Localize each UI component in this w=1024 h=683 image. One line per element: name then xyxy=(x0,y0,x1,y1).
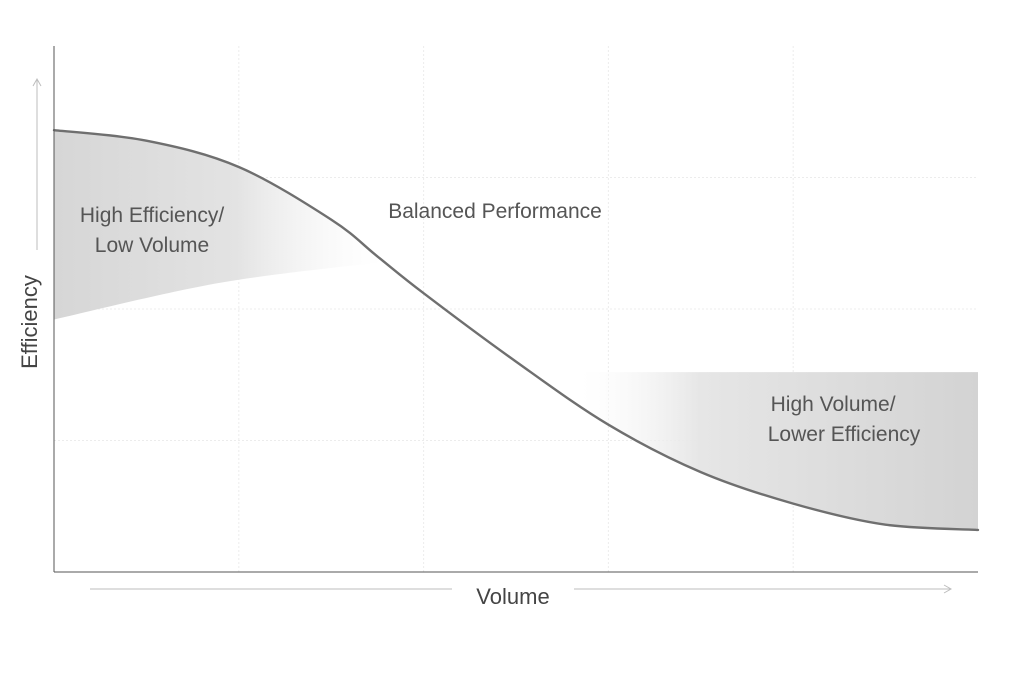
band-high-volume-lower-efficiency xyxy=(580,372,978,530)
band-label-high-volume-lower-efficiency: High Volume/ Lower Efficiency xyxy=(768,393,921,446)
y-axis-label: Efficiency xyxy=(17,275,42,369)
band-label-high-efficiency-low-volume: High Efficiency/ Low Volume xyxy=(80,204,230,257)
annotation-balanced-performance: Balanced Performance xyxy=(388,200,602,223)
y-axis-arrow xyxy=(32,77,42,250)
band-label-line: Low Volume xyxy=(95,234,209,257)
band-label-line: Lower Efficiency xyxy=(768,423,921,446)
efficiency-volume-curve xyxy=(52,129,980,532)
band-label-line: High Volume/ xyxy=(771,393,896,416)
band-label-line: High Efficiency/ xyxy=(80,204,225,227)
band-high-efficiency-low-volume xyxy=(54,130,387,320)
x-axis-label: Volume xyxy=(476,584,549,609)
x-axis-arrow xyxy=(90,584,953,594)
